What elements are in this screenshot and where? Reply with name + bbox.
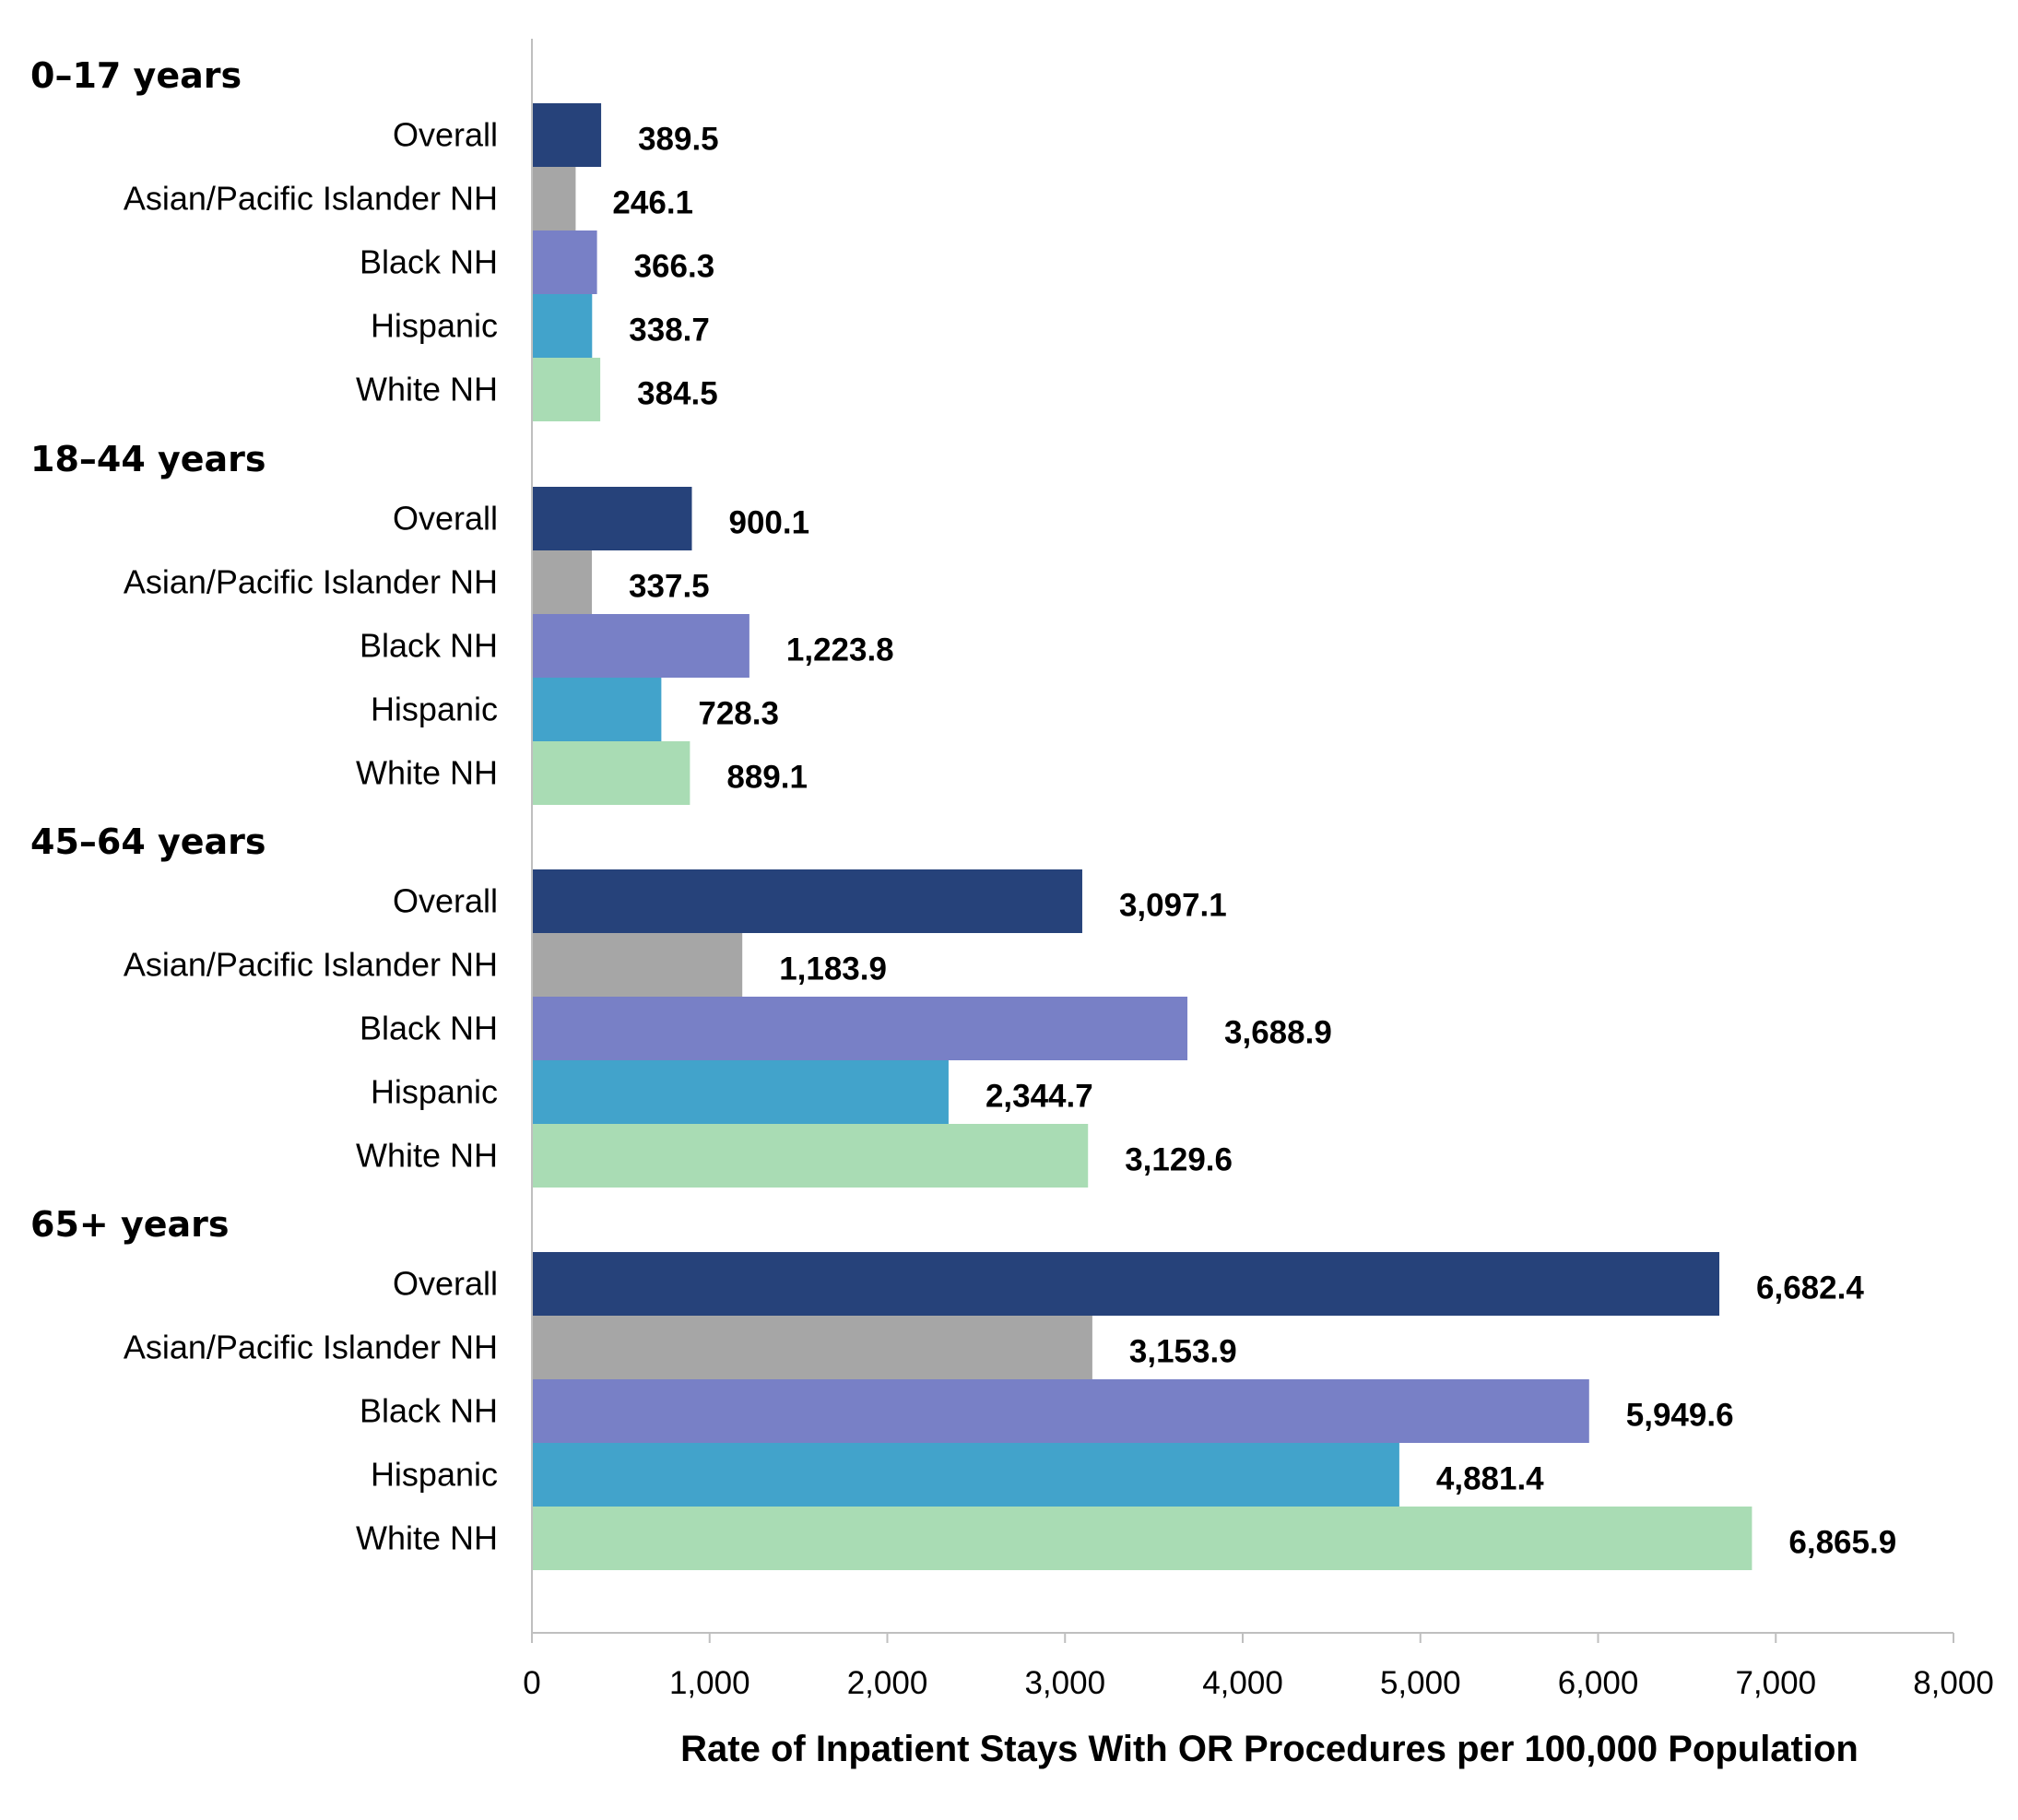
bar [532, 614, 749, 678]
data-label: 337.5 [629, 569, 710, 605]
data-label: 3,129.6 [1125, 1142, 1233, 1178]
x-tick-label: 1,000 [669, 1665, 750, 1701]
data-label: 3,688.9 [1224, 1015, 1332, 1051]
category-label: Black NH [360, 1010, 498, 1047]
data-label: 3,153.9 [1129, 1334, 1237, 1370]
category-label: Hispanic [371, 1456, 498, 1494]
bar [532, 103, 602, 167]
group-3: 65+ years Overall 6,682.4 Asian/Pacific Isl… [30, 1204, 1896, 1570]
bar [532, 550, 593, 614]
data-label: 900.1 [728, 505, 809, 541]
group-2: 45–64 years Overall 3,097.1 Asian/Pacific I… [30, 821, 1332, 1188]
x-tick-label: 2,000 [847, 1665, 928, 1701]
group-label: 18–44 years [30, 439, 266, 479]
category-label: Black NH [360, 627, 498, 665]
bar [532, 1124, 1089, 1188]
data-label: 338.7 [629, 313, 710, 349]
category-label: Overall [393, 1265, 498, 1303]
bar [532, 1443, 1399, 1507]
data-label: 389.5 [638, 122, 719, 158]
category-label: Asian/Pacific Islander NH [124, 563, 498, 601]
category-label: Hispanic [371, 691, 498, 728]
bar [532, 741, 690, 805]
category-label: Overall [393, 116, 498, 154]
category-label: Asian/Pacific Islander NH [124, 946, 498, 984]
category-label: Asian/Pacific Islander NH [124, 1329, 498, 1366]
x-tick-label: 3,000 [1024, 1665, 1105, 1701]
group-label: 0–17 years [30, 55, 242, 96]
bar [532, 933, 743, 997]
x-tick-label: 8,000 [1913, 1665, 1994, 1701]
x-tick-label: 5,000 [1380, 1665, 1461, 1701]
bar [532, 487, 692, 550]
data-label: 6,682.4 [1756, 1270, 1864, 1306]
data-label: 2,344.7 [985, 1079, 1093, 1115]
bar [532, 997, 1188, 1060]
data-label: 6,865.9 [1788, 1525, 1896, 1561]
category-label: Black NH [360, 1392, 498, 1430]
bar [532, 358, 601, 421]
category-label: Overall [393, 500, 498, 538]
category-label: White NH [356, 1137, 498, 1175]
group-1: 18–44 years Overall 900.1 Asian/Pacific Isl… [30, 439, 894, 805]
group-label: 65+ years [30, 1204, 230, 1245]
data-label: 889.1 [726, 760, 808, 796]
bar [532, 1316, 1092, 1379]
category-label: Overall [393, 882, 498, 920]
bar [532, 294, 593, 358]
category-label: White NH [356, 371, 498, 408]
bar [532, 1252, 1720, 1316]
category-label: White NH [356, 1519, 498, 1557]
bar [532, 230, 597, 294]
data-label: 728.3 [698, 696, 779, 732]
category-label: Asian/Pacific Islander NH [124, 180, 498, 218]
bar [532, 678, 662, 741]
data-label: 5,949.6 [1626, 1398, 1734, 1434]
bar [532, 167, 576, 230]
x-tick-label: 4,000 [1202, 1665, 1283, 1701]
data-label: 1,183.9 [779, 951, 887, 987]
x-axis-title: Rate of Inpatient Stays With OR Procedur… [680, 1729, 1859, 1769]
data-label: 246.1 [612, 185, 693, 221]
bar [532, 1379, 1589, 1443]
category-label: White NH [356, 754, 498, 792]
data-label: 1,223.8 [786, 632, 894, 668]
data-label: 3,097.1 [1119, 888, 1227, 924]
category-label: Hispanic [371, 1073, 498, 1111]
data-label: 4,881.4 [1436, 1461, 1544, 1497]
category-label: Black NH [360, 243, 498, 281]
data-label: 366.3 [634, 249, 715, 285]
bar [532, 1507, 1752, 1570]
x-tick-label: 0 [523, 1665, 540, 1701]
data-label: 384.5 [637, 376, 718, 412]
bar [532, 1060, 949, 1124]
group-label: 45–64 years [30, 821, 266, 862]
x-tick-label: 6,000 [1558, 1665, 1639, 1701]
x-tick-label: 7,000 [1735, 1665, 1816, 1701]
category-label: Hispanic [371, 307, 498, 345]
bar [532, 869, 1082, 933]
group-0: 0–17 years Overall 389.5 Asian/Pacific Isla… [30, 55, 719, 421]
